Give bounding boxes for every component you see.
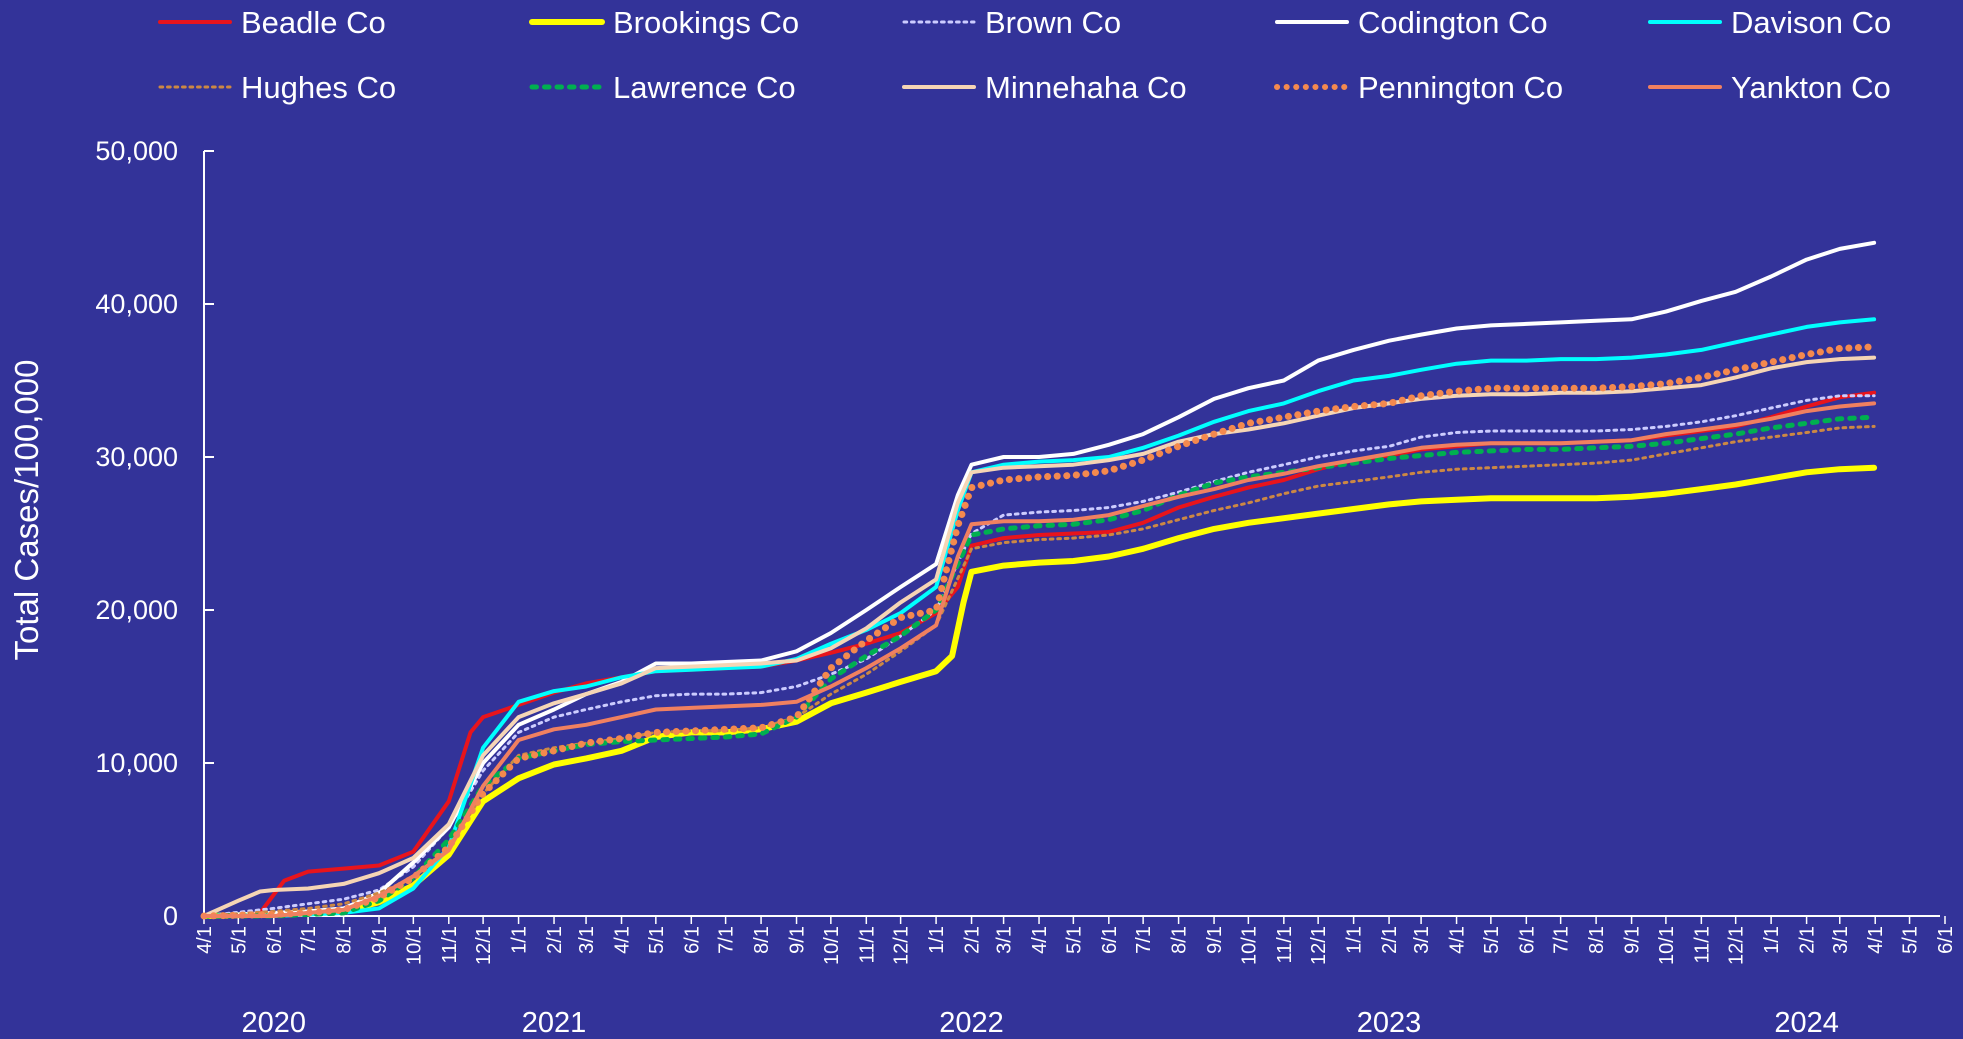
x-tick-label: 5/1: [1900, 926, 1922, 954]
series-line-pennington-co: [200, 343, 1878, 920]
legend-item-codington-co: Codington Co: [1275, 5, 1548, 40]
x-tick-label: 9/1: [369, 926, 391, 954]
x-tick-label: 4/1: [612, 926, 634, 954]
x-tick-label: 2/1: [1797, 926, 1819, 954]
series-line-davison-co: [202, 317, 1877, 918]
x-tick-label: 3/1: [994, 926, 1016, 954]
x-tick-label: 11/1: [1691, 926, 1713, 963]
x-tick-label: 8/1: [1169, 926, 1191, 954]
legend: Beadle Co Brookings Co Brown Co Codington C…: [158, 5, 1891, 105]
legend-item-brookings-co: Brookings Co: [529, 5, 799, 40]
legend-label: Beadle Co: [241, 5, 386, 40]
legend-item-pennington-co: Pennington Co: [1274, 70, 1563, 105]
x-tick-label: 8/1: [751, 926, 773, 954]
x-tick-label: 9/1: [1204, 926, 1226, 954]
x-tick-label: 6/1: [1935, 926, 1957, 954]
y-tick-label: 50,000: [95, 136, 178, 166]
x-tick-label: 3/1: [1830, 926, 1852, 954]
x-tick-label: 6/1: [264, 926, 286, 954]
x-tick-label: 11/1: [856, 926, 878, 963]
legend-label: Hughes Co: [241, 70, 396, 105]
legend-label: Codington Co: [1358, 5, 1548, 40]
x-tick-label: 7/1: [716, 926, 738, 954]
x-tick-label: 4/1: [1865, 926, 1887, 954]
legend-item-yankton-co: Yankton Co: [1648, 70, 1891, 105]
x-tick-label: 12/1: [891, 926, 913, 965]
y-tick-label: 10,000: [95, 748, 178, 778]
legend-item-beadle-co: Beadle Co: [158, 5, 386, 40]
x-tick-label: 10/1: [403, 926, 425, 965]
legend-label: Brown Co: [985, 5, 1121, 40]
legend-item-hughes-co: Hughes Co: [158, 70, 396, 105]
x-tick-label: 2/1: [1379, 926, 1401, 954]
legend-label: Yankton Co: [1731, 70, 1891, 105]
x-tick-label: 6/1: [681, 926, 703, 954]
axes: 0 10,000 20,000 30,000 40,000 50,000 4/1 5/1 6/1…: [95, 136, 1957, 1039]
year-label: 2022: [939, 1007, 1004, 1039]
x-tick-label: 2/1: [962, 926, 984, 954]
legend-item-lawrence-co: Lawrence Co: [529, 70, 796, 105]
y-tick-label: 20,000: [95, 595, 178, 625]
series-line-brookings-co: [201, 464, 1878, 919]
x-tick-label: 5/1: [1063, 926, 1085, 954]
legend-label: Minnehaha Co: [985, 70, 1187, 105]
year-label: 2023: [1357, 1007, 1422, 1039]
x-tick-label: 1/1: [1344, 926, 1366, 954]
x-tick-label: 3/1: [576, 926, 598, 954]
x-tick-label: 9/1: [1622, 926, 1644, 954]
legend-item-davison-co: Davison Co: [1648, 5, 1891, 40]
series-line-codington-co: [202, 240, 1877, 918]
x-tick-label: 5/1: [646, 926, 668, 954]
series-line-brown-co: [202, 394, 1876, 918]
x-tick-label: 5/1: [228, 926, 250, 954]
x-tick-label: 9/1: [787, 926, 809, 954]
year-label: 2021: [522, 1007, 587, 1039]
legend-item-brown-co: Brown Co: [902, 5, 1121, 40]
x-tick-label: 8/1: [1586, 926, 1608, 954]
x-tick-label: 7/1: [1551, 926, 1573, 954]
legend-label: Pennington Co: [1358, 70, 1563, 105]
y-tick-label: 40,000: [95, 289, 178, 319]
x-tick-label: 3/1: [1411, 926, 1433, 954]
x-tick-label: 7/1: [1133, 926, 1155, 954]
x-tick-label: 10/1: [821, 926, 843, 965]
series-line-hughes-co: [202, 424, 1876, 918]
x-tick-label: 12/1: [1726, 926, 1748, 965]
legend-label: Brookings Co: [613, 5, 799, 40]
x-tick-label: 1/1: [1761, 926, 1783, 954]
series-line-lawrence-co: [201, 414, 1877, 919]
x-tick-label: 4/1: [1029, 926, 1051, 954]
x-tick-label: 10/1: [1656, 926, 1678, 965]
x-tick-label: 6/1: [1099, 926, 1121, 954]
year-label: 2024: [1774, 1007, 1839, 1039]
x-tick-label: 8/1: [334, 926, 356, 954]
x-tick-label: 1/1: [509, 926, 531, 954]
x-tick-label: 5/1: [1481, 926, 1503, 954]
legend-item-minnehaha-co: Minnehaha Co: [902, 70, 1187, 105]
year-label: 2020: [242, 1007, 307, 1039]
y-tick-label: 0: [163, 901, 178, 931]
x-tick-label: 11/1: [439, 926, 461, 963]
x-tick-label: 4/1: [1447, 926, 1469, 954]
x-tick-label: 6/1: [1516, 926, 1538, 954]
x-tick-label: 1/1: [926, 926, 948, 954]
legend-label: Lawrence Co: [613, 70, 796, 105]
series-line-yankton-co: [202, 401, 1877, 918]
series-layer: [200, 240, 1878, 920]
x-tick-label: 7/1: [298, 926, 320, 954]
x-tick-label: 10/1: [1238, 926, 1260, 965]
series-line-minnehaha-co: [202, 355, 1877, 918]
x-tick-label: 2/1: [544, 926, 566, 954]
y-tick-label: 30,000: [95, 442, 178, 472]
x-tick-label: 11/1: [1274, 926, 1296, 963]
x-tick-label: 12/1: [473, 926, 495, 965]
legend-label: Davison Co: [1731, 5, 1891, 40]
x-tick-label: 12/1: [1308, 926, 1330, 965]
x-tick-label: 4/1: [194, 926, 216, 954]
y-axis-title: Total Cases/100,000: [8, 360, 45, 661]
